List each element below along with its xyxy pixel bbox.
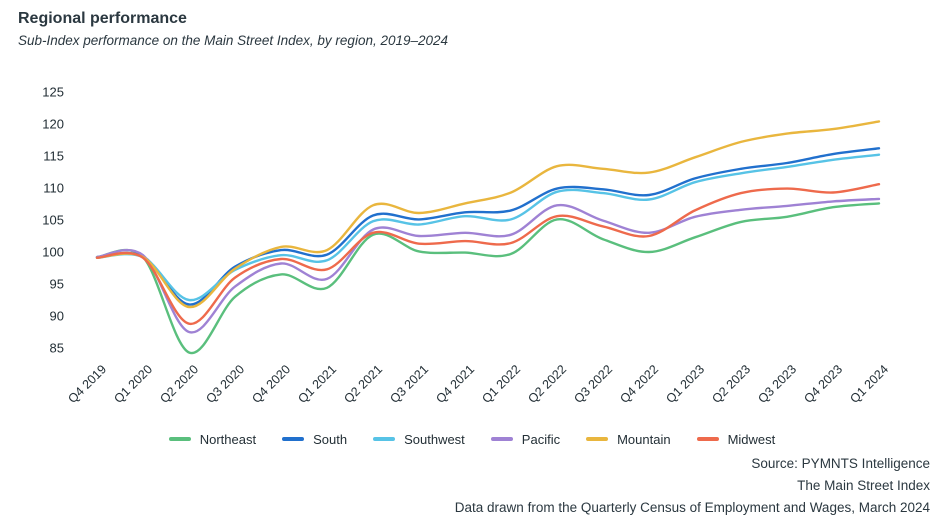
x-tick-label: Q2 2023 [709, 362, 753, 406]
series-line-south [95, 147, 881, 306]
y-tick-label: 95 [50, 277, 64, 292]
page-title: Regional performance [18, 10, 187, 27]
legend-item-midwest: Midwest [696, 431, 776, 447]
x-tick-label: Q1 2021 [295, 362, 339, 406]
legend-item-south: South [282, 432, 347, 447]
legend-label: South [313, 431, 348, 447]
x-tick-label: Q3 2020 [203, 362, 247, 406]
legend-label: Midwest [727, 431, 776, 447]
y-tick-label: 90 [50, 309, 64, 324]
x-tick-label: Q4 2021 [433, 362, 477, 406]
x-tick-label: Q1 2020 [111, 362, 155, 406]
x-tick-label: Q4 2019 [65, 362, 109, 406]
x-tick-label: Q1 2024 [847, 362, 891, 406]
y-tick-label: 85 [50, 341, 64, 356]
legend-label: Mountain [617, 431, 671, 447]
source-line-3: Data drawn from the Quarterly Census of … [454, 500, 930, 515]
y-tick-label: 110 [43, 181, 64, 196]
legend-item-southwest: Southwest [373, 432, 465, 447]
x-tick-label: Q3 2021 [387, 362, 431, 406]
series-line-midwest [95, 183, 881, 325]
legend-swatch-icon [696, 437, 719, 441]
chart-legend: Northeast South Southwest Pacific Mountain Mi… [0, 428, 944, 450]
x-tick-label: Q4 2022 [617, 362, 661, 406]
legend-swatch-icon [168, 437, 191, 441]
legend-swatch-icon [373, 437, 396, 441]
y-tick-label: 115 [43, 149, 64, 164]
x-tick-label: Q2 2022 [525, 362, 569, 406]
legend-swatch-icon [586, 437, 609, 441]
x-tick-label: Q2 2020 [157, 362, 201, 406]
source-line-2: The Main Street Index [797, 478, 930, 493]
x-tick-label: Q1 2023 [663, 362, 707, 406]
x-tick-label: Q4 2023 [801, 362, 845, 406]
source-line-1: Source: PYMNTS Intelligence [751, 456, 930, 471]
legend-swatch-icon [282, 437, 305, 441]
x-tick-label: Q4 2020 [249, 362, 293, 406]
legend-label: Pacific [521, 431, 561, 447]
series-line-mountain [95, 120, 881, 309]
y-tick-label: 100 [42, 245, 64, 260]
legend-item-mountain: Mountain [586, 431, 671, 447]
y-tick-label: 120 [42, 117, 64, 132]
legend-swatch-icon [490, 437, 513, 441]
legend-item-northeast: Northeast [168, 431, 257, 447]
legend-label: Northeast [199, 431, 257, 447]
series-line-northeast [95, 202, 881, 355]
y-tick-label: 105 [42, 213, 64, 228]
legend-label: Southwest [404, 431, 465, 447]
source-note: Source: PYMNTS Intelligence The Main Str… [10, 453, 930, 519]
y-tick-label: 125 [42, 85, 64, 100]
x-tick-label: Q2 2021 [341, 362, 385, 406]
x-tick-label: Q1 2022 [479, 362, 523, 406]
series-line-southwest [95, 153, 881, 302]
x-tick-label: Q3 2023 [755, 362, 799, 406]
legend-item-pacific: Pacific [490, 431, 561, 447]
x-tick-label: Q3 2022 [571, 362, 615, 406]
series-line-pacific [95, 197, 881, 334]
page-subtitle: Sub-Index performance on the Main Street… [18, 33, 449, 48]
